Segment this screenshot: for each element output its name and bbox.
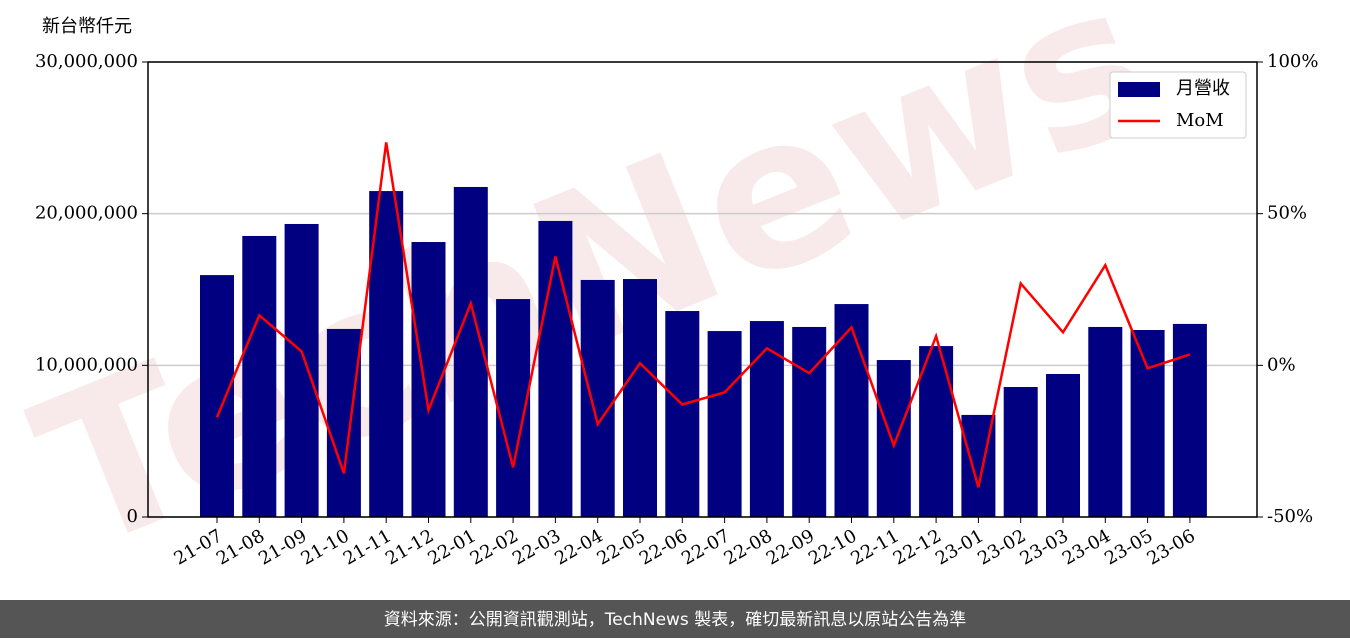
footer: 資料來源：公開資訊觀測站，TechNews 製表，確切最新訊息以原站公告為準	[384, 610, 966, 630]
line	[215, 142, 1191, 488]
bar	[1003, 387, 1038, 517]
bar	[284, 223, 319, 518]
y2-tick-label: 100%	[1267, 51, 1318, 72]
bar	[1130, 329, 1165, 517]
footer-bar	[0, 600, 1350, 638]
bar	[749, 321, 784, 517]
y2-tick-label: 50%	[1267, 203, 1307, 224]
bar	[326, 328, 361, 517]
y-tick-label: 10,000,000	[35, 354, 138, 375]
bar	[792, 326, 827, 517]
bar	[369, 191, 404, 517]
legend-swatch	[1118, 82, 1160, 97]
y-tick-label: 0	[127, 506, 138, 527]
legend-label: 月營收	[1176, 78, 1230, 99]
bar	[707, 331, 742, 517]
bar	[919, 346, 954, 517]
bar	[1088, 326, 1123, 517]
bar	[665, 311, 700, 517]
bar	[200, 275, 234, 517]
bar	[538, 220, 573, 518]
bar	[1172, 323, 1207, 517]
x-tick-label: 23-06	[1143, 525, 1198, 569]
bar	[876, 360, 911, 517]
bar	[834, 304, 869, 517]
bar	[580, 279, 615, 517]
plot-frame	[147, 61, 1258, 518]
bar	[1046, 373, 1080, 517]
bar	[623, 279, 657, 517]
y-axis-label: 新台幣仟元	[42, 16, 132, 37]
y-tick-label: 30,000,000	[35, 51, 138, 72]
legend-label: MoM	[1176, 110, 1224, 131]
bar	[242, 235, 277, 517]
y2-tick-label: -50%	[1267, 506, 1313, 527]
y2-tick-label: 0%	[1267, 354, 1296, 375]
y-tick-label: 20,000,000	[35, 203, 138, 224]
